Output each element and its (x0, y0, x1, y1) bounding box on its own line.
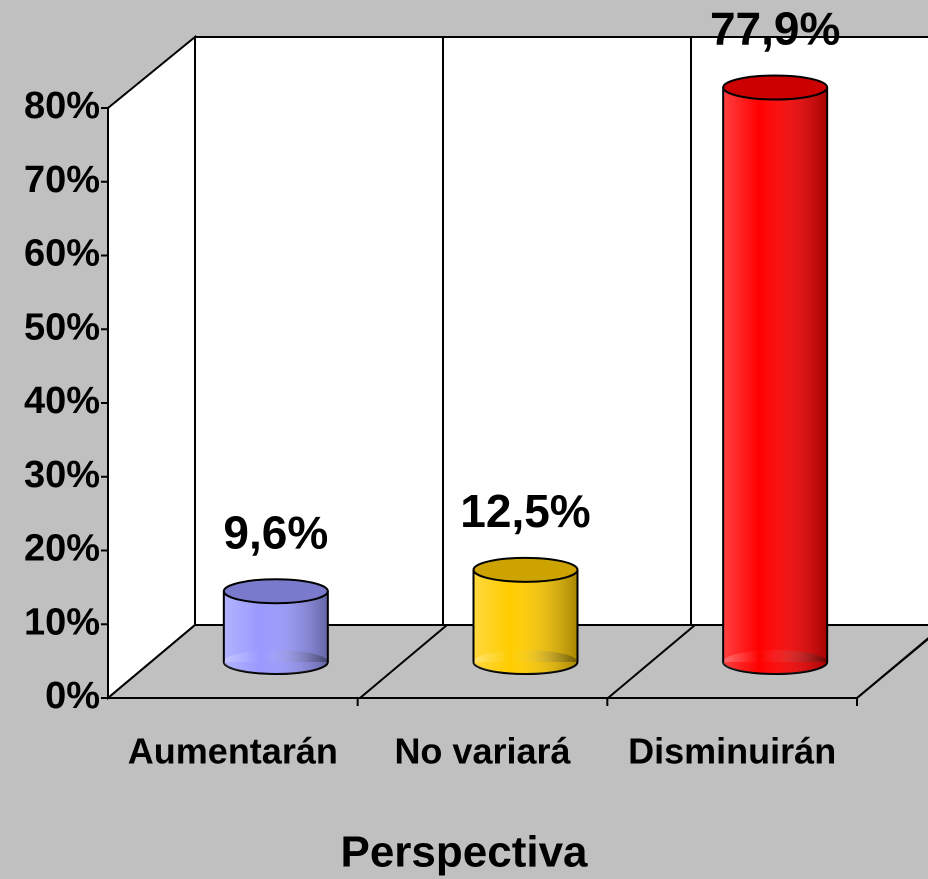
cylinder (722, 74, 829, 675)
cylinder-top (222, 578, 329, 605)
data-label: 9,6% (223, 506, 328, 558)
cylinder-shade (723, 87, 828, 663)
y-tick-label: 80% (24, 85, 100, 127)
y-tick-label: 30% (24, 454, 100, 496)
cylinder-shade (473, 569, 578, 662)
data-label: 12,5% (460, 485, 590, 537)
x-tick-label: Disminuirán (628, 731, 836, 772)
cylinder-top-shade (723, 75, 828, 100)
cylinder-top-shade (473, 557, 578, 582)
cylinder-top (472, 556, 579, 583)
floor-divider (359, 624, 448, 699)
cylinder-bottom-shade (723, 650, 828, 674)
cylinder-bottom-shade (223, 650, 328, 674)
y-tick-label: 40% (24, 380, 100, 422)
cylinder-bottom-shade (473, 650, 578, 674)
cylinder-top-shade (223, 579, 328, 604)
cylinder (222, 578, 329, 675)
y-tick-label: 10% (24, 601, 100, 643)
floor-divider (607, 624, 696, 699)
y-tick-label: 50% (24, 306, 100, 348)
x-tick-label: No variará (394, 731, 571, 772)
side-wall (107, 34, 196, 701)
y-tick-label: 20% (24, 528, 100, 570)
y-tick-label: 60% (24, 233, 100, 275)
y-tick-label: 0% (45, 675, 100, 717)
x-tick-label: Aumentarán (128, 731, 338, 772)
cylinder (472, 556, 579, 675)
floor-divider (856, 637, 928, 699)
x-axis-title: Perspectiva (340, 828, 588, 877)
cylinder-top (722, 74, 829, 101)
data-label: 77,9% (710, 3, 840, 55)
y-tick-label: 70% (24, 159, 100, 201)
